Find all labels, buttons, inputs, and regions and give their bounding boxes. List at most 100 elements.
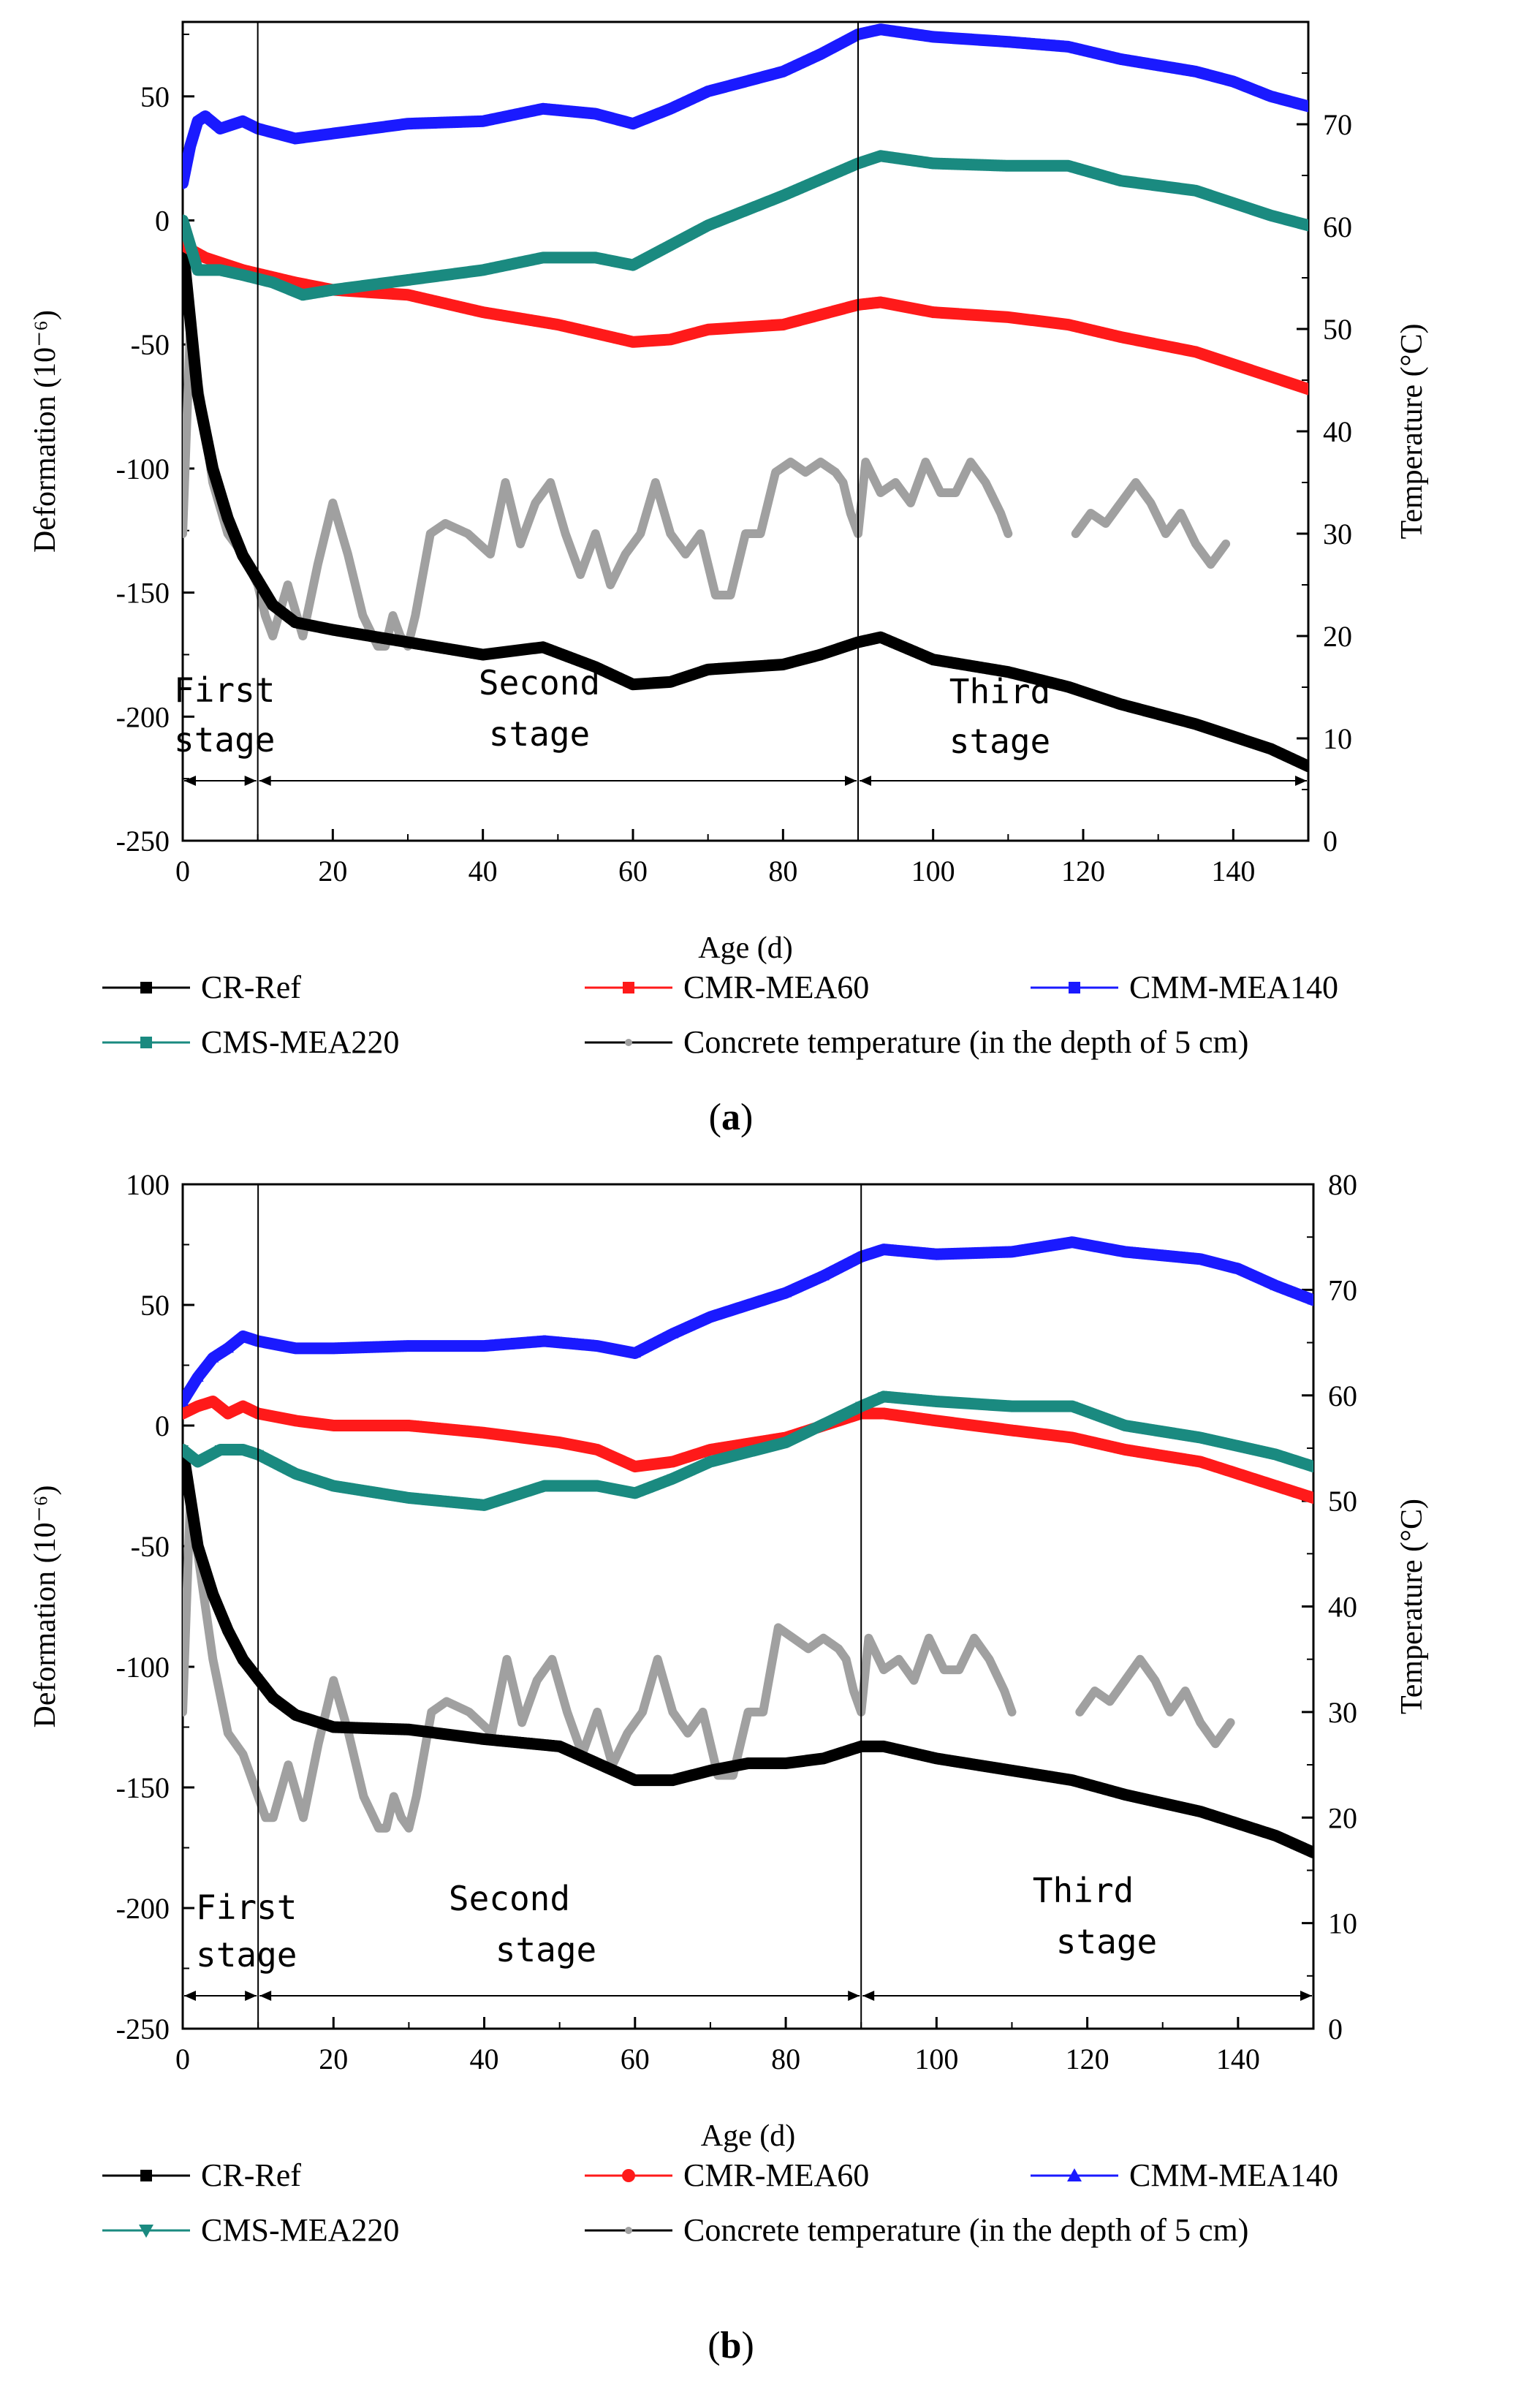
stage-arrow-head-left — [259, 776, 271, 786]
data-point-cmm — [1004, 37, 1013, 47]
data-point-cr_ref — [703, 665, 713, 674]
y2-tick-label: 70 — [1323, 108, 1352, 141]
y-tick-label: 0 — [155, 1409, 170, 1442]
legend-marker-temp — [625, 1039, 632, 1046]
data-point-cr_ref — [668, 1776, 678, 1785]
data-point-cr_ref — [223, 1626, 232, 1635]
data-point-cr_ref — [1266, 744, 1275, 754]
panel-label: (b) — [708, 2325, 754, 2366]
data-point-cmr — [1116, 333, 1126, 342]
data-point-cr_ref — [403, 637, 412, 647]
data-point-cmm — [591, 1340, 604, 1351]
data-point-cms — [1006, 1401, 1018, 1412]
y2-tick-label: 30 — [1328, 1696, 1357, 1729]
data-point-temp — [607, 582, 614, 588]
stage-label: stage — [196, 1935, 297, 1975]
data-point-cmm — [478, 116, 488, 126]
data-point-cr_ref — [1196, 1807, 1205, 1816]
y2-axis-title: Temperature (°C) — [1395, 1499, 1429, 1714]
data-point-cmr — [183, 1408, 188, 1419]
data-point-temp — [847, 510, 854, 516]
data-point-temp — [684, 1730, 691, 1736]
data-point-temp — [562, 531, 569, 537]
data-point-cmr — [592, 1445, 603, 1455]
data-point-cmr — [290, 1415, 301, 1426]
data-point-cr_ref — [1007, 1765, 1017, 1775]
data-point-cr_ref — [932, 1754, 941, 1763]
data-point-temp — [907, 500, 914, 506]
data-point-temp — [850, 1688, 857, 1694]
data-point-temp — [622, 551, 629, 557]
stage-label: stage — [1056, 1922, 1157, 1961]
data-point-cms — [878, 1392, 890, 1403]
data-point-temp — [729, 1772, 736, 1779]
data-point-cmr — [192, 1401, 203, 1412]
data-point-cmm — [704, 1311, 716, 1322]
data-point-cr_ref — [1271, 1831, 1281, 1840]
data-point-cmr — [554, 1437, 565, 1448]
data-point-cmm — [1194, 1253, 1207, 1264]
data-point-cms — [478, 265, 488, 275]
data-point-temp — [637, 531, 644, 537]
data-point-cmm — [478, 1340, 490, 1351]
data-point-cmm — [778, 67, 788, 76]
data-point-cmm — [1119, 1246, 1131, 1257]
data-point-cmm — [403, 1340, 415, 1351]
data-point-cmm — [1063, 42, 1073, 51]
y-tick-label: -200 — [116, 700, 170, 733]
data-point-cms — [191, 1457, 204, 1468]
data-point-cr_ref — [1004, 667, 1013, 677]
data-point-cms — [403, 1494, 415, 1504]
data-point-cms — [298, 290, 308, 300]
legend-marker-cr_ref — [140, 982, 152, 993]
data-point-temp — [654, 1656, 661, 1662]
data-point-temp — [1088, 510, 1094, 516]
data-point-temp — [262, 613, 268, 618]
x-tick-label: 140 — [1216, 2043, 1260, 2075]
stage-label: stage — [174, 720, 275, 760]
data-point-cmm — [186, 141, 195, 151]
data-point-cms — [403, 275, 412, 284]
data-point-temp — [1107, 1698, 1113, 1705]
data-point-cr_ref — [928, 655, 938, 665]
data-point-cmm — [403, 119, 412, 129]
data-point-cms — [1191, 186, 1200, 195]
data-point-cmm — [183, 1396, 189, 1406]
legend-marker-cmr — [623, 982, 634, 993]
data-point-cmm — [1308, 1294, 1313, 1305]
y2-tick-label: 20 — [1323, 620, 1352, 653]
panel-label: (a) — [709, 1097, 754, 1138]
x-axis-title: Age (d) — [701, 2119, 795, 2153]
y2-tick-label: 50 — [1323, 313, 1352, 346]
x-tick-label: 0 — [175, 2043, 190, 2075]
data-point-cms — [289, 1469, 302, 1480]
data-point-temp — [262, 1814, 269, 1821]
data-point-cms — [1063, 161, 1073, 170]
data-point-cr_ref — [666, 677, 675, 686]
data-point-temp — [1091, 1688, 1098, 1694]
data-point-temp — [466, 1708, 472, 1715]
y-tick-label: -50 — [131, 1530, 170, 1563]
data-point-cmm — [1191, 67, 1200, 76]
data-point-cmm — [666, 104, 675, 113]
data-point-cmm — [216, 124, 225, 133]
stage-label: First — [174, 670, 275, 710]
stage-label: stage — [489, 714, 590, 754]
data-point-cmm — [928, 32, 938, 42]
data-point-cmm — [1006, 1246, 1018, 1257]
data-point-temp — [1212, 1741, 1218, 1747]
data-point-temp — [240, 1751, 246, 1757]
data-point-cmm — [1232, 1263, 1244, 1273]
data-point-temp — [911, 1677, 917, 1684]
y2-axis-title: Temperature (°C) — [1395, 324, 1429, 540]
y-tick-label: -250 — [116, 825, 170, 858]
data-point-temp — [727, 592, 734, 598]
data-point-temp — [775, 1624, 781, 1631]
data-point-cmm — [538, 104, 547, 113]
data-point-cmr — [1004, 312, 1013, 322]
data-point-temp — [652, 480, 659, 485]
y2-tick-label: 0 — [1328, 2013, 1343, 2045]
data-point-cr_ref — [238, 1655, 248, 1665]
stage-arrow-head-left — [184, 1991, 196, 2001]
x-tick-label: 40 — [470, 2043, 499, 2075]
